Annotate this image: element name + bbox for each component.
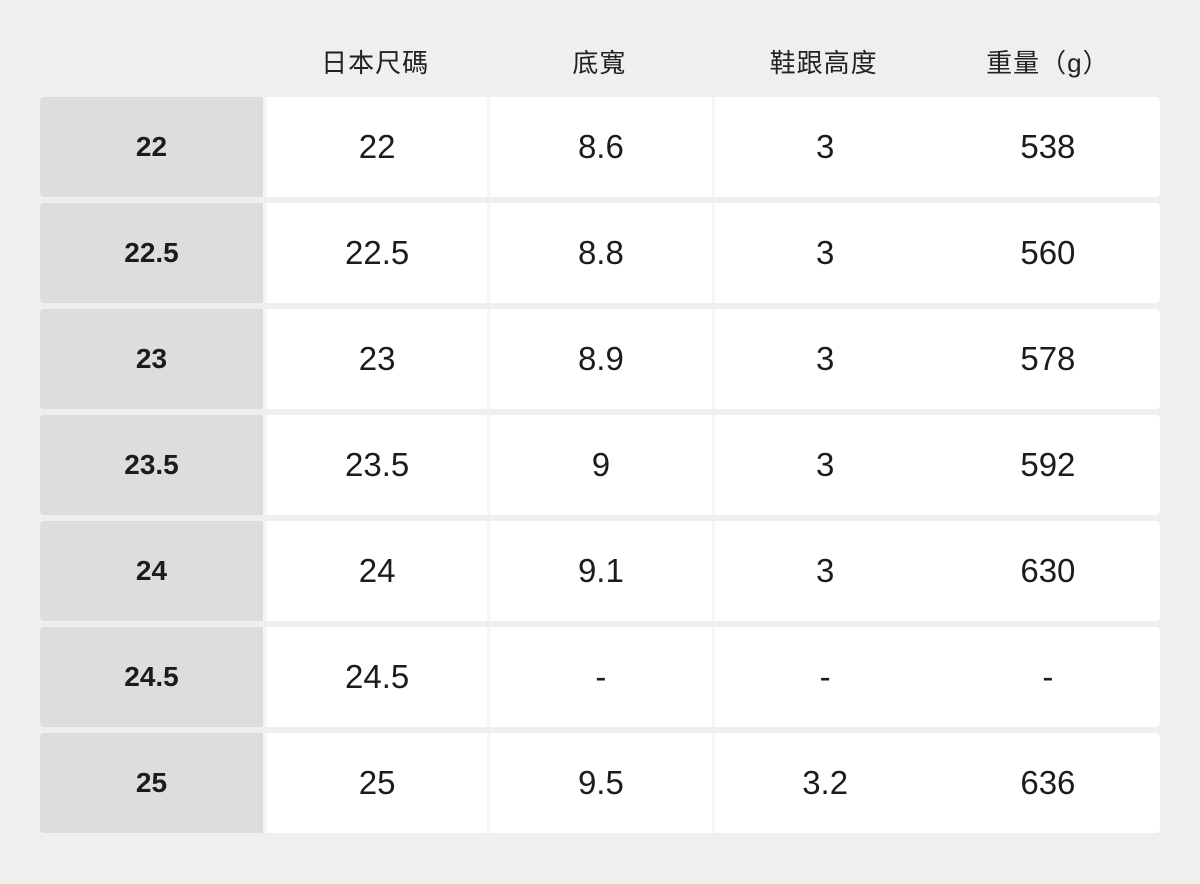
table-cell-sole-width: 8.6 [487, 97, 712, 197]
row-header-cell: 22.5 [40, 203, 263, 303]
table-row: 25 25 9.5 3.2 636 [40, 733, 1160, 833]
table-row: 22.5 22.5 8.8 3 560 [40, 203, 1160, 303]
row-header-cell: 24.5 [40, 627, 263, 727]
row-header-cell: 22 [40, 97, 263, 197]
table-cell-sole-width: - [487, 627, 712, 727]
column-header-blank [40, 0, 263, 97]
table-cell-weight: 560 [935, 203, 1160, 303]
table-cell-heel-height: 3 [711, 97, 936, 197]
row-header-cell: 24 [40, 521, 263, 621]
table-cell-sole-width: 9.1 [487, 521, 712, 621]
table-cell-sole-width: 8.9 [487, 309, 712, 409]
table-row: 24 24 9.1 3 630 [40, 521, 1160, 621]
table-cell-weight: 636 [935, 733, 1160, 833]
table-row: 23 23 8.9 3 578 [40, 309, 1160, 409]
table-row: 24.5 24.5 - - - [40, 627, 1160, 727]
table-cell-japan-size: 24 [263, 521, 488, 621]
table-cell-heel-height: 3 [711, 415, 936, 515]
column-header-weight: 重量（g） [986, 48, 1110, 79]
table-cell-japan-size: 23.5 [263, 415, 488, 515]
table-cell-sole-width: 9 [487, 415, 712, 515]
column-header-japan-size: 日本尺碼 [321, 48, 430, 79]
size-chart-table: 日本尺碼 底寬 鞋跟高度 重量（g） 22 22 8.6 3 538 22.5 … [40, 0, 1160, 839]
table-cell-heel-height: 3 [711, 521, 936, 621]
table-cell-japan-size: 24.5 [263, 627, 488, 727]
table-cell-weight: 592 [935, 415, 1160, 515]
table-row: 22 22 8.6 3 538 [40, 97, 1160, 197]
table-cell-japan-size: 23 [263, 309, 488, 409]
table-cell-japan-size: 25 [263, 733, 488, 833]
table-cell-heel-height: 3 [711, 309, 936, 409]
table-cell-weight: 538 [935, 97, 1160, 197]
table-row: 23.5 23.5 9 3 592 [40, 415, 1160, 515]
column-header-heel-height: 鞋跟高度 [769, 48, 878, 79]
table-cell-weight: 630 [935, 521, 1160, 621]
row-header-cell: 23 [40, 309, 263, 409]
table-header-row: 日本尺碼 底寬 鞋跟高度 重量（g） [40, 0, 1160, 97]
table-cell-sole-width: 8.8 [487, 203, 712, 303]
table-cell-japan-size: 22.5 [263, 203, 488, 303]
table-cell-sole-width: 9.5 [487, 733, 712, 833]
column-header-sole-width: 底寬 [572, 48, 627, 79]
table-cell-japan-size: 22 [263, 97, 488, 197]
row-header-cell: 25 [40, 733, 263, 833]
table-cell-heel-height: - [711, 627, 936, 727]
row-header-cell: 23.5 [40, 415, 263, 515]
table-cell-weight: - [935, 627, 1160, 727]
table-cell-heel-height: 3.2 [711, 733, 936, 833]
table-cell-heel-height: 3 [711, 203, 936, 303]
table-cell-weight: 578 [935, 309, 1160, 409]
